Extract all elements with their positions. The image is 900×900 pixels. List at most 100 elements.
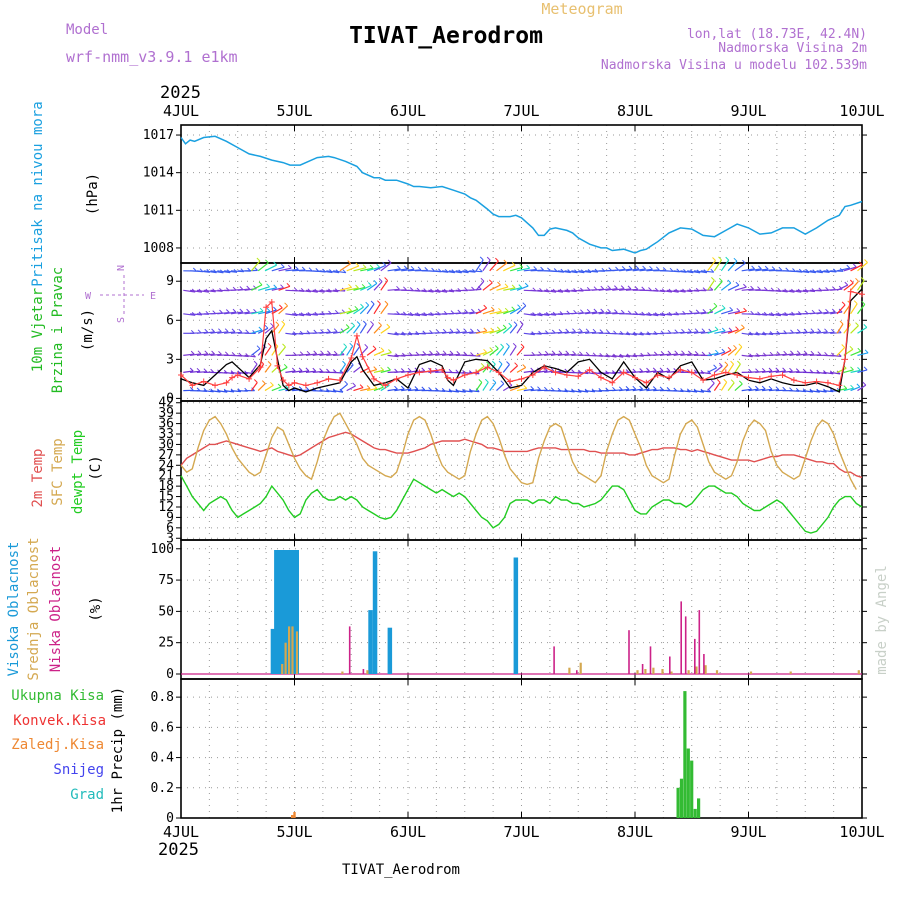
total-precip-bar [693, 808, 697, 818]
wind-barb [537, 313, 550, 316]
wind-barb [312, 289, 325, 293]
wind-barb [428, 353, 440, 356]
wind-barb-tip [483, 327, 488, 332]
wind-barb [339, 310, 352, 315]
wind-barb [509, 307, 521, 315]
wind-barb [264, 384, 274, 392]
wind-barb [721, 309, 733, 315]
wind-barb [366, 282, 378, 291]
model-label: Model [66, 22, 108, 38]
wind-barb [428, 289, 441, 293]
wind-barb [489, 310, 502, 315]
wind-barb-tip [763, 286, 768, 291]
wind-barb [257, 327, 269, 334]
wind-barb-tip [666, 367, 671, 372]
wind-barb-tip [856, 383, 861, 388]
wind-barb-tip [764, 265, 769, 270]
wind-barb [373, 281, 383, 291]
wind-barb [305, 353, 317, 356]
wind-gust-marker [348, 355, 355, 362]
wind-barb [578, 390, 589, 393]
wind-barb [285, 268, 299, 272]
wind-barb [836, 323, 844, 334]
wind-barb [713, 259, 723, 272]
wind-barb-tip [741, 324, 745, 329]
wind-barb [319, 353, 331, 356]
wind-barb-tip [376, 263, 381, 268]
wind-barb [666, 353, 678, 356]
wind-barb-tip [245, 329, 250, 334]
wind-barb [734, 327, 745, 334]
wind-gust-marker [200, 378, 207, 385]
wind-barb-tip [327, 350, 331, 355]
wind-barb-tip [785, 267, 790, 272]
wind-barb [401, 370, 412, 373]
wind-barb [421, 289, 434, 293]
wind-barb [428, 370, 439, 373]
precip-legend-item: Snijeg [53, 762, 104, 778]
wind-barb [700, 371, 711, 375]
wind-barb [625, 288, 638, 291]
wind-barb [809, 390, 820, 393]
wind-barb-tip [738, 380, 743, 385]
high-cloud-bar [284, 550, 289, 674]
wind-barb-tip [417, 266, 422, 271]
y-tick-label: 75 [158, 573, 174, 588]
wind-barb [339, 346, 348, 356]
wind-barb [755, 370, 766, 373]
wind-barb [196, 270, 210, 273]
wind-barb [264, 325, 274, 334]
wind-barb-tip [607, 308, 611, 313]
wind-barb-tip [258, 281, 263, 286]
wind-barb-tip [768, 367, 773, 372]
wind-barb-tip [687, 350, 692, 355]
wind-barb-tip [231, 352, 236, 356]
wind-barb-tip [313, 350, 318, 355]
y-tick-label: 15 [158, 490, 174, 505]
wind-barb [850, 280, 859, 291]
wind-barb-tip [397, 265, 401, 270]
wind-barb [857, 384, 867, 392]
wind-barb [230, 270, 244, 273]
wind-barb [224, 390, 235, 393]
wind-barb [625, 268, 639, 272]
lonlat-text: lon,lat (18.73E, 42.4N) [687, 27, 867, 42]
wind-barb [755, 388, 766, 392]
wind-barb-tip [585, 328, 590, 333]
wind-barb-tip [642, 265, 646, 270]
wind-barb [816, 270, 830, 273]
wind-barb-tip [282, 343, 286, 348]
wind-barb [680, 331, 692, 334]
wind-barb-tip [394, 385, 398, 390]
wind-barb [496, 383, 505, 392]
year-top: 2025 [160, 83, 201, 103]
y-tick-label: 21 [158, 469, 174, 484]
wind-gust-marker [359, 353, 366, 360]
wind-barb-tip [586, 308, 591, 313]
wind-barb-tip [421, 386, 426, 391]
wind-barb [196, 331, 208, 334]
cloud-axis-label-low: Niska Oblacnost [48, 546, 64, 672]
wind-barb [401, 268, 415, 272]
wind-barb-tip [674, 350, 679, 355]
wind-barb-tip [775, 386, 780, 391]
wind-barb [727, 329, 739, 334]
wind-barb [789, 353, 801, 356]
wind-barb-tip [231, 328, 236, 333]
elevation-text: Nadmorska Visina 2m [718, 41, 867, 56]
wind-barb [298, 370, 309, 373]
wind-barb [190, 313, 203, 316]
wind-barb [802, 270, 816, 274]
wind-barb-tip [855, 322, 859, 326]
wind-barb-tip [565, 350, 570, 355]
wind-barb [346, 364, 354, 373]
wind-barb [203, 289, 216, 293]
wind-barb [469, 354, 481, 357]
wind-barb-tip [211, 350, 215, 355]
wind-barb [448, 289, 461, 292]
wind-barb-tip [831, 308, 836, 313]
wind-barb-tip [724, 361, 729, 366]
wind-barb-tip [192, 267, 197, 272]
wind-barb [359, 304, 370, 315]
wind-barb-tip [498, 360, 503, 365]
